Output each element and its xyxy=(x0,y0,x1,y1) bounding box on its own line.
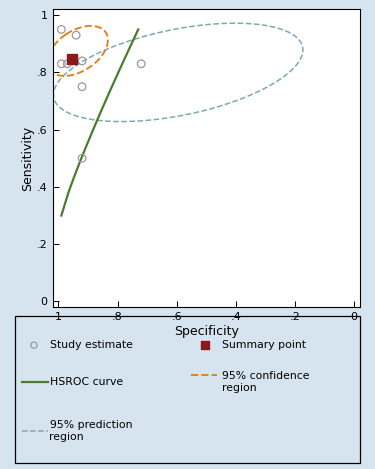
Point xyxy=(31,341,37,349)
Text: Study estimate: Study estimate xyxy=(50,340,132,350)
Point xyxy=(79,57,85,65)
Point xyxy=(64,60,70,68)
Point xyxy=(79,83,85,91)
Text: 95% confidence
region: 95% confidence region xyxy=(222,371,309,393)
Text: Summary point: Summary point xyxy=(222,340,306,350)
Point xyxy=(138,60,144,68)
Point xyxy=(58,26,64,33)
Point xyxy=(202,341,208,349)
Text: 95% prediction
region: 95% prediction region xyxy=(50,420,132,442)
Text: HSROC curve: HSROC curve xyxy=(50,377,123,387)
Point xyxy=(73,31,79,39)
Y-axis label: Sensitivity: Sensitivity xyxy=(21,126,34,191)
Point xyxy=(58,60,64,68)
Point xyxy=(69,56,75,63)
X-axis label: Specificity: Specificity xyxy=(174,325,238,338)
Point xyxy=(79,155,85,162)
